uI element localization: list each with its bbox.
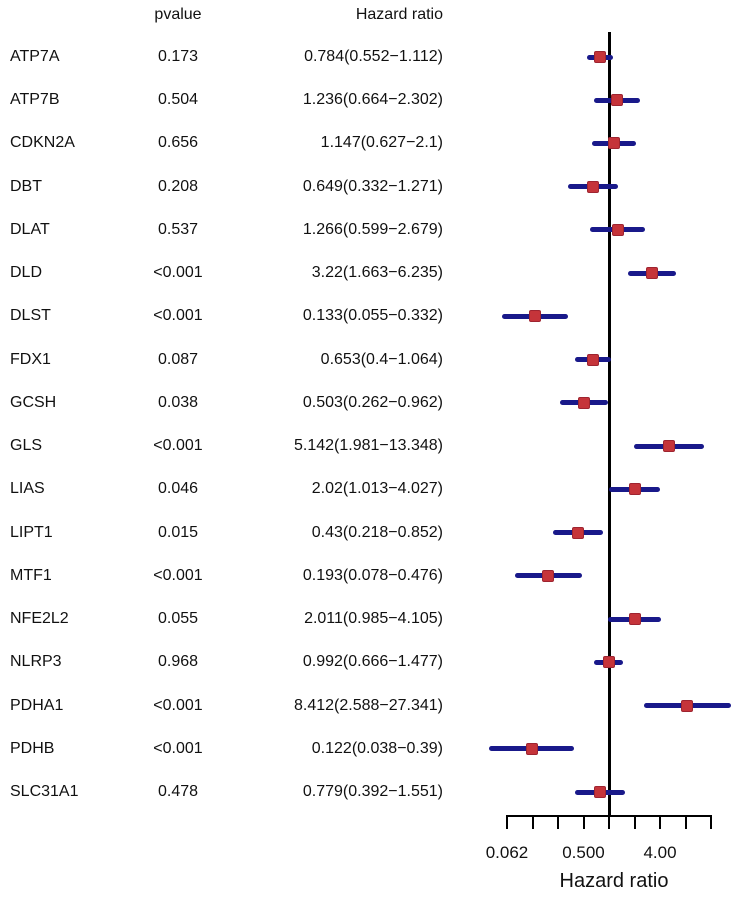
pvalue-cell: 0.173	[157, 48, 199, 65]
pvalue-cell: <0.001	[153, 437, 203, 455]
estimate-marker	[571, 526, 584, 539]
x-axis-tick-label: 0.500	[562, 843, 605, 862]
x-axis-tick	[582, 815, 585, 829]
pvalue-cell: <0.001	[153, 739, 203, 757]
estimate-marker	[608, 137, 621, 150]
pvalue-cell: 0.087	[157, 350, 199, 368]
gene-label: CDKN2A	[10, 134, 75, 152]
estimate-marker	[587, 180, 600, 193]
estimate-marker	[594, 51, 607, 63]
x-axis-tick-label: 0.062	[485, 843, 529, 862]
hazard-ratio-cell: 0.133(0.055−0.332)	[302, 307, 443, 325]
estimate-marker	[663, 440, 676, 453]
gene-label: DLST	[10, 307, 51, 325]
x-axis-tick	[557, 815, 559, 829]
hazard-ratio-cell: 0.43(0.218−0.852)	[311, 523, 443, 541]
pvalue-cell: <0.001	[153, 264, 203, 282]
hazard-ratio-cell: 0.649(0.332−1.271)	[302, 177, 443, 195]
estimate-marker	[577, 396, 590, 409]
gene-label: ATP7A	[10, 48, 60, 65]
hazard-ratio-cell: 0.193(0.078−0.476)	[302, 566, 443, 584]
gene-label: DBT	[10, 177, 42, 195]
gene-label: DLAT	[10, 220, 50, 238]
estimate-marker	[628, 483, 641, 496]
pvalue-cell: <0.001	[153, 307, 203, 325]
pvalue-cell: 0.208	[157, 177, 199, 195]
hazard-ratio-cell: 2.011(0.985−4.105)	[304, 610, 443, 628]
pvalue-cell: 0.656	[157, 134, 199, 152]
hazard-ratio-cell: 0.653(0.4−1.064)	[320, 350, 443, 368]
x-axis-tick-label: 4.00	[643, 843, 677, 862]
x-axis-tick	[506, 815, 508, 829]
pvalue-cell: 0.968	[157, 653, 199, 671]
gene-label: LIPT1	[10, 523, 53, 541]
hazard-ratio-cell: 8.412(2.588−27.341)	[293, 696, 443, 714]
gene-label: ATP7B	[10, 91, 60, 109]
x-axis-tick	[608, 815, 610, 829]
pvalue-cell: <0.001	[153, 696, 203, 714]
x-axis-tick	[633, 815, 636, 829]
hazard-ratio-cell: 3.22(1.663−6.235)	[311, 264, 443, 282]
gene-label: LIAS	[10, 480, 45, 498]
x-axis-tick	[684, 815, 687, 829]
gene-label: PDHA1	[10, 696, 64, 714]
hazard-ratio-cell: 1.266(0.599−2.679)	[302, 220, 443, 238]
column-header-hazard-ratio: Hazard ratio	[355, 6, 443, 23]
gene-label: PDHB	[10, 739, 55, 757]
gene-label: GLS	[10, 437, 43, 455]
gene-label: GCSH	[10, 393, 57, 411]
hazard-ratio-cell: 0.992(0.666−1.477)	[302, 653, 443, 671]
pvalue-cell: <0.001	[153, 566, 203, 584]
estimate-marker	[610, 94, 623, 107]
estimate-marker	[611, 223, 624, 236]
gene-label: FDX1	[10, 350, 51, 368]
pvalue-cell: 0.046	[157, 480, 199, 498]
hazard-ratio-cell: 2.02(1.013−4.027)	[311, 480, 443, 498]
reference-line	[607, 32, 611, 817]
x-axis-tick	[659, 815, 661, 829]
pvalue-cell: 0.055	[157, 610, 199, 628]
hazard-ratio-cell: 0.503(0.262−0.962)	[302, 393, 443, 411]
estimate-marker	[528, 310, 541, 323]
estimate-marker	[542, 569, 555, 582]
x-axis-tick	[531, 815, 534, 829]
column-header-pvalue: pvalue	[154, 6, 202, 23]
estimate-marker	[587, 353, 600, 366]
estimate-marker	[681, 699, 694, 712]
pvalue-cell: 0.504	[157, 91, 199, 109]
hazard-ratio-cell: 1.147(0.627−2.1)	[320, 134, 443, 152]
hazard-ratio-cell: 0.784(0.552−1.112)	[304, 48, 443, 65]
gene-label: DLD	[10, 264, 43, 282]
estimate-marker	[602, 656, 615, 669]
pvalue-cell: 0.038	[157, 393, 199, 411]
gene-label: NLRP3	[10, 653, 62, 671]
hazard-ratio-cell: 0.122(0.038−0.39)	[311, 739, 443, 757]
pvalue-cell: 0.537	[157, 220, 199, 238]
gene-label: SLC31A1	[10, 783, 79, 801]
x-axis-title: Hazard ratio	[559, 870, 669, 892]
hazard-ratio-cell: 0.779(0.392−1.551)	[302, 783, 443, 801]
estimate-marker	[646, 267, 659, 280]
pvalue-cell: 0.015	[157, 523, 199, 541]
hazard-ratio-cell: 1.236(0.664−2.302)	[302, 91, 443, 109]
estimate-marker	[628, 613, 641, 626]
x-axis-tick	[710, 815, 712, 829]
hazard-ratio-cell: 5.142(1.981−13.348)	[293, 437, 443, 455]
gene-label: NFE2L2	[10, 610, 69, 628]
estimate-marker	[525, 742, 538, 755]
pvalue-cell: 0.478	[157, 783, 199, 801]
estimate-marker	[593, 786, 606, 799]
gene-label: MTF1	[10, 566, 52, 584]
